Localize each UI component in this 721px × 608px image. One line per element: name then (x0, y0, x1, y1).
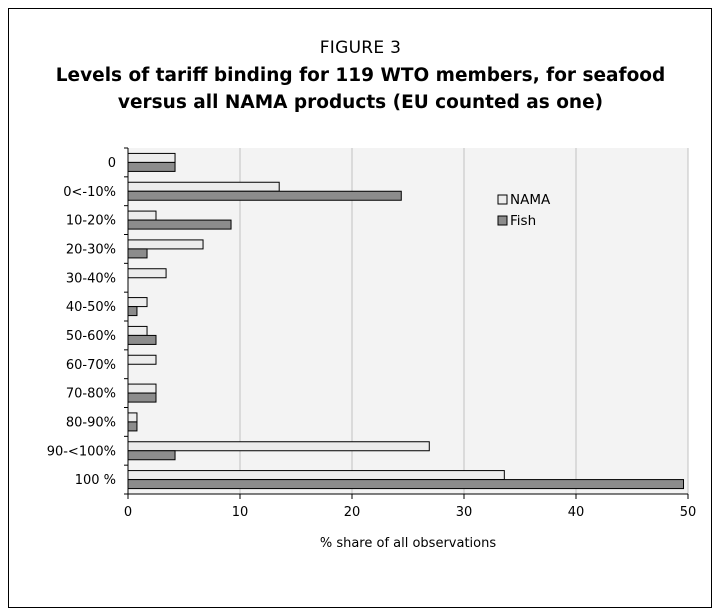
legend-label-nama: NAMA (510, 192, 551, 208)
y-tick-label: 80-90% (66, 415, 116, 430)
legend: NAMA Fish (497, 192, 551, 229)
bar-nama-4 (127, 268, 167, 279)
y-tick-label: 20-30% (66, 242, 116, 257)
legend-swatch-nama (497, 194, 508, 205)
bar-nama-5 (127, 297, 148, 308)
bar-fish-8 (127, 392, 157, 403)
y-axis: 0 0<-10% 10-20% 20-30% 30-40% 40-50% 50-60% 60-… (47, 147, 129, 495)
bar-fish-11 (127, 479, 685, 490)
bar-fish-9 (127, 421, 138, 432)
x-tick-label: 20 (344, 505, 361, 520)
x-tick-label: 30 (456, 505, 473, 520)
y-tick-label: 100 % (75, 473, 116, 488)
x-axis: 0 10 20 30 40 50 (124, 493, 697, 520)
bar-nama-3 (127, 239, 204, 250)
y-tick-label: 30-40% (66, 271, 116, 286)
x-axis-label: % share of all observations (320, 536, 497, 551)
y-tick-label: 0 (108, 156, 116, 171)
bar-fish-0 (127, 161, 176, 172)
x-tick-label: 0 (124, 505, 132, 520)
bars (127, 152, 685, 490)
bar-nama-7 (127, 354, 157, 365)
bar-fish-3 (127, 248, 148, 259)
legend-swatch-fish (497, 215, 508, 226)
legend-label-fish: Fish (510, 213, 536, 229)
y-tick-label: 60-70% (66, 358, 116, 373)
x-tick-label: 40 (568, 505, 585, 520)
chart-title: Levels of tariff binding for 119 WTO mem… (55, 65, 666, 113)
x-tick-label: 50 (680, 505, 697, 520)
bar-fish-2 (127, 219, 232, 230)
bar-fish-6 (127, 334, 157, 345)
figure-label: FIGURE 3 (319, 38, 402, 58)
y-tick-label: 10-20% (66, 214, 116, 229)
y-tick-label: 40-50% (66, 300, 116, 315)
y-tick-label: 50-60% (66, 329, 116, 344)
x-tick-label: 10 (232, 505, 249, 520)
bar-nama-9 (127, 412, 138, 423)
bar-nama-2 (127, 210, 157, 221)
y-tick-label: 0<-10% (63, 185, 116, 200)
y-tick-label: 70-80% (66, 387, 116, 402)
bar-nama-10 (127, 441, 430, 452)
y-tick-label: 90-<100% (47, 444, 116, 459)
bar-nama-0 (127, 152, 176, 163)
bar-fish-5 (127, 306, 138, 317)
plot-area (128, 148, 688, 494)
bar-nama-11 (127, 470, 505, 481)
gridlines (239, 148, 689, 494)
bar-nama-1 (127, 181, 280, 192)
bar-nama-8 (127, 383, 157, 394)
bar-fish-1 (127, 190, 402, 201)
bar-chart: 0 0<-10% 10-20% 20-30% 30-40% 40-50% 50-60% 60-… (47, 147, 697, 551)
bar-fish-10 (127, 450, 176, 461)
bar-nama-6 (127, 325, 148, 336)
